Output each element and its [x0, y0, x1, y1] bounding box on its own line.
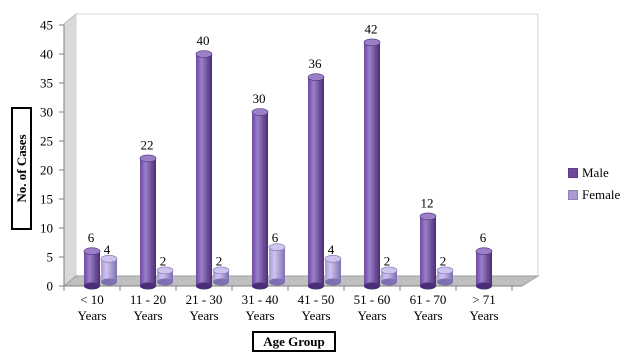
legend-swatch-female [568, 190, 578, 200]
bar-female-3 [268, 243, 286, 286]
data-label-male-5: 42 [365, 21, 378, 36]
bar-male-2 [195, 50, 213, 290]
y-tick-label: 35 [40, 76, 53, 91]
legend: Male Female [568, 162, 620, 206]
legend-label-male: Male [582, 165, 609, 180]
x-tick-label: 21 - 30 Years [186, 292, 223, 323]
x-tick-label: > 71 Years [469, 292, 498, 323]
data-label-male-7: 6 [480, 230, 487, 245]
x-tick-label: 31 - 40 Years [242, 292, 279, 323]
y-tick-label: 15 [40, 192, 53, 207]
bar-male-1 [139, 154, 157, 290]
data-label-male-4: 36 [309, 56, 323, 71]
y-tick-label: 5 [47, 250, 54, 265]
y-tick-label: 10 [40, 221, 53, 236]
y-tick-label: 45 [40, 18, 53, 33]
x-tick-label: < 10 Years [77, 292, 106, 323]
chart-walls [62, 12, 540, 288]
bar-female-5 [380, 266, 398, 286]
data-label-male-0: 6 [88, 230, 95, 245]
x-tick-label: 61 - 70 Years [410, 292, 447, 323]
y-tick-label: 20 [40, 163, 53, 178]
bar-male-0 [83, 247, 101, 290]
bar-female-1 [156, 266, 174, 286]
data-label-female-2: 2 [216, 253, 223, 268]
data-label-female-0: 4 [104, 242, 111, 257]
legend-item-male: Male [568, 162, 620, 184]
bar-male-7 [475, 247, 493, 290]
y-tick-label: 30 [40, 105, 53, 120]
legend-swatch-male [568, 168, 578, 178]
bar-female-0 [100, 254, 118, 286]
y-axis: 0 5 10 15 20 25 30 35 40 45 [40, 18, 65, 294]
data-label-female-1: 2 [160, 253, 167, 268]
bar-male-6 [419, 212, 437, 290]
legend-item-female: Female [568, 184, 620, 206]
y-tick-label: 0 [47, 279, 54, 294]
bar-male-4 [307, 73, 325, 290]
bar-male-3 [251, 108, 269, 290]
y-axis-label: No. of Cases [14, 134, 29, 202]
bar-male-5 [363, 38, 381, 290]
data-label-female-5: 2 [384, 253, 391, 268]
data-label-female-6: 2 [440, 253, 447, 268]
data-label-male-1: 22 [141, 137, 154, 152]
x-tick-label: 11 - 20 Years [130, 292, 166, 323]
data-label-female-4: 4 [328, 242, 335, 257]
y-tick-label: 25 [40, 134, 53, 149]
x-tick-label: 51 - 60 Years [354, 292, 391, 323]
x-axis: < 10 Years 11 - 20 Years 21 - 30 Years 31 - 40… [63, 285, 522, 323]
data-label-female-3: 6 [272, 230, 279, 245]
y-tick-label: 40 [40, 47, 53, 62]
bar-female-6 [436, 266, 454, 286]
y-axis-title: No. of Cases [11, 107, 32, 230]
floor [62, 275, 540, 287]
side-wall [63, 12, 77, 288]
x-axis-label: Age Group [263, 334, 325, 349]
x-tick-label: 41 - 50 Years [298, 292, 335, 323]
data-label-male-6: 12 [421, 195, 434, 210]
bar-female-2 [212, 266, 230, 286]
data-label-male-3: 30 [253, 91, 266, 106]
x-axis-title: Age Group [252, 331, 336, 352]
bar-female-4 [324, 254, 342, 286]
data-label-male-2: 40 [197, 33, 210, 48]
bars [83, 38, 493, 290]
legend-label-female: Female [582, 187, 621, 202]
